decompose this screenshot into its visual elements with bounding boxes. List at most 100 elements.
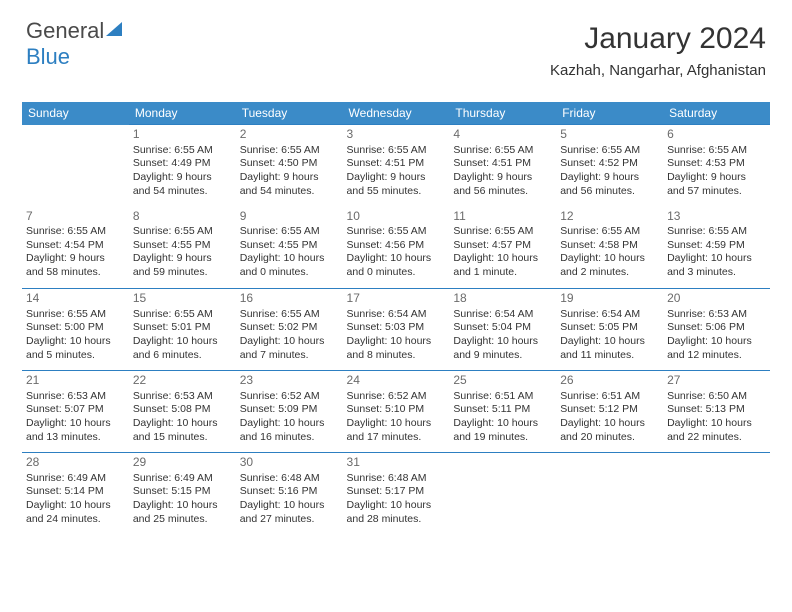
day-info-line: Sunrise: 6:49 AM xyxy=(26,472,125,486)
day-number: 7 xyxy=(26,209,125,225)
day-info-line: Sunset: 5:03 PM xyxy=(347,321,446,335)
day-info-line: Daylight: 9 hours xyxy=(26,252,125,266)
day-info-line: Sunrise: 6:55 AM xyxy=(240,308,339,322)
day-info-line: Daylight: 10 hours xyxy=(26,499,125,513)
day-number: 11 xyxy=(453,209,552,225)
day-info-line: Sunset: 5:12 PM xyxy=(560,403,659,417)
day-info-line: Sunset: 5:13 PM xyxy=(667,403,766,417)
calendar-week-row: 1Sunrise: 6:55 AMSunset: 4:49 PMDaylight… xyxy=(22,125,770,207)
day-info-line: Sunset: 5:10 PM xyxy=(347,403,446,417)
day-number: 26 xyxy=(560,373,659,389)
day-info-line: Sunrise: 6:55 AM xyxy=(26,308,125,322)
day-info-line: and 13 minutes. xyxy=(26,431,125,445)
day-info-line: Daylight: 9 hours xyxy=(133,252,232,266)
day-info-line: Sunset: 5:14 PM xyxy=(26,485,125,499)
day-info-line: Daylight: 10 hours xyxy=(26,335,125,349)
day-info-line: Daylight: 10 hours xyxy=(240,499,339,513)
day-info-line: and 9 minutes. xyxy=(453,349,552,363)
day-info-line: and 24 minutes. xyxy=(26,513,125,527)
day-info-line: Sunset: 5:00 PM xyxy=(26,321,125,335)
calendar-day-cell: 21Sunrise: 6:53 AMSunset: 5:07 PMDayligh… xyxy=(22,371,129,453)
day-info-line: Sunrise: 6:52 AM xyxy=(347,390,446,404)
day-info-line: Sunset: 4:51 PM xyxy=(347,157,446,171)
day-info-line: Sunrise: 6:49 AM xyxy=(133,472,232,486)
day-number: 27 xyxy=(667,373,766,389)
day-info-line: Daylight: 10 hours xyxy=(347,335,446,349)
day-info-line: Sunset: 4:54 PM xyxy=(26,239,125,253)
day-info-line: Sunset: 5:08 PM xyxy=(133,403,232,417)
calendar-day-cell: 17Sunrise: 6:54 AMSunset: 5:03 PMDayligh… xyxy=(343,289,450,371)
day-info-line: Sunrise: 6:48 AM xyxy=(240,472,339,486)
day-info-line: Sunset: 5:06 PM xyxy=(667,321,766,335)
calendar-day-cell: 23Sunrise: 6:52 AMSunset: 5:09 PMDayligh… xyxy=(236,371,343,453)
calendar-day-cell: 27Sunrise: 6:50 AMSunset: 5:13 PMDayligh… xyxy=(663,371,770,453)
day-info-line: and 8 minutes. xyxy=(347,349,446,363)
day-info-line: Sunset: 4:57 PM xyxy=(453,239,552,253)
day-number: 2 xyxy=(240,127,339,143)
calendar-day-cell: 25Sunrise: 6:51 AMSunset: 5:11 PMDayligh… xyxy=(449,371,556,453)
day-number: 10 xyxy=(347,209,446,225)
day-info-line: Sunset: 5:17 PM xyxy=(347,485,446,499)
logo-text-1: General xyxy=(26,18,104,43)
day-info-line: and 56 minutes. xyxy=(453,185,552,199)
calendar-day-cell: 9Sunrise: 6:55 AMSunset: 4:55 PMDaylight… xyxy=(236,207,343,289)
calendar-day-cell: 15Sunrise: 6:55 AMSunset: 5:01 PMDayligh… xyxy=(129,289,236,371)
day-number: 30 xyxy=(240,455,339,471)
calendar-day-cell: 14Sunrise: 6:55 AMSunset: 5:00 PMDayligh… xyxy=(22,289,129,371)
day-info-line: and 6 minutes. xyxy=(133,349,232,363)
calendar-day-cell: 7Sunrise: 6:55 AMSunset: 4:54 PMDaylight… xyxy=(22,207,129,289)
day-info-line: Sunset: 4:56 PM xyxy=(347,239,446,253)
day-info-line: Daylight: 9 hours xyxy=(560,171,659,185)
day-number: 22 xyxy=(133,373,232,389)
day-info-line: Daylight: 10 hours xyxy=(240,417,339,431)
day-info-line: Daylight: 10 hours xyxy=(667,252,766,266)
calendar-week-row: 14Sunrise: 6:55 AMSunset: 5:00 PMDayligh… xyxy=(22,289,770,371)
day-number: 21 xyxy=(26,373,125,389)
day-info-line: Sunrise: 6:55 AM xyxy=(133,144,232,158)
calendar-week-row: 21Sunrise: 6:53 AMSunset: 5:07 PMDayligh… xyxy=(22,371,770,453)
day-info-line: and 0 minutes. xyxy=(347,266,446,280)
day-info-line: and 1 minute. xyxy=(453,266,552,280)
day-info-line: Sunset: 4:55 PM xyxy=(240,239,339,253)
day-number: 19 xyxy=(560,291,659,307)
day-info-line: Sunrise: 6:55 AM xyxy=(240,144,339,158)
day-number: 14 xyxy=(26,291,125,307)
logo-text-2: Blue xyxy=(26,44,70,69)
day-info-line: Sunrise: 6:55 AM xyxy=(26,225,125,239)
day-number: 6 xyxy=(667,127,766,143)
calendar-day-cell: 2Sunrise: 6:55 AMSunset: 4:50 PMDaylight… xyxy=(236,125,343,207)
day-info-line: Sunrise: 6:54 AM xyxy=(347,308,446,322)
day-info-line: and 57 minutes. xyxy=(667,185,766,199)
calendar-day-cell: 10Sunrise: 6:55 AMSunset: 4:56 PMDayligh… xyxy=(343,207,450,289)
calendar-day-cell: 22Sunrise: 6:53 AMSunset: 5:08 PMDayligh… xyxy=(129,371,236,453)
day-number: 8 xyxy=(133,209,232,225)
day-info-line: Daylight: 10 hours xyxy=(133,417,232,431)
day-info-line: Sunrise: 6:51 AM xyxy=(453,390,552,404)
day-info-line: Sunrise: 6:51 AM xyxy=(560,390,659,404)
day-info-line: Sunrise: 6:55 AM xyxy=(133,308,232,322)
day-info-line: and 58 minutes. xyxy=(26,266,125,280)
day-info-line: Sunset: 4:59 PM xyxy=(667,239,766,253)
calendar-day-cell: 30Sunrise: 6:48 AMSunset: 5:16 PMDayligh… xyxy=(236,453,343,535)
calendar-table: SundayMondayTuesdayWednesdayThursdayFrid… xyxy=(22,102,770,535)
day-info-line: Daylight: 10 hours xyxy=(667,417,766,431)
day-info-line: Daylight: 9 hours xyxy=(453,171,552,185)
calendar-week-row: 28Sunrise: 6:49 AMSunset: 5:14 PMDayligh… xyxy=(22,453,770,535)
day-info-line: Sunrise: 6:55 AM xyxy=(347,144,446,158)
day-info-line: and 54 minutes. xyxy=(240,185,339,199)
calendar-body: 1Sunrise: 6:55 AMSunset: 4:49 PMDaylight… xyxy=(22,125,770,535)
day-info-line: Sunrise: 6:53 AM xyxy=(667,308,766,322)
day-info-line: and 56 minutes. xyxy=(560,185,659,199)
calendar-empty-cell xyxy=(22,125,129,207)
day-info-line: and 7 minutes. xyxy=(240,349,339,363)
day-number: 12 xyxy=(560,209,659,225)
day-number: 9 xyxy=(240,209,339,225)
day-number: 5 xyxy=(560,127,659,143)
month-title: January 2024 xyxy=(550,22,766,56)
day-info-line: and 5 minutes. xyxy=(26,349,125,363)
day-number: 29 xyxy=(133,455,232,471)
day-info-line: Sunrise: 6:54 AM xyxy=(560,308,659,322)
calendar-day-cell: 19Sunrise: 6:54 AMSunset: 5:05 PMDayligh… xyxy=(556,289,663,371)
calendar-empty-cell xyxy=(449,453,556,535)
weekday-header: Tuesday xyxy=(236,102,343,125)
